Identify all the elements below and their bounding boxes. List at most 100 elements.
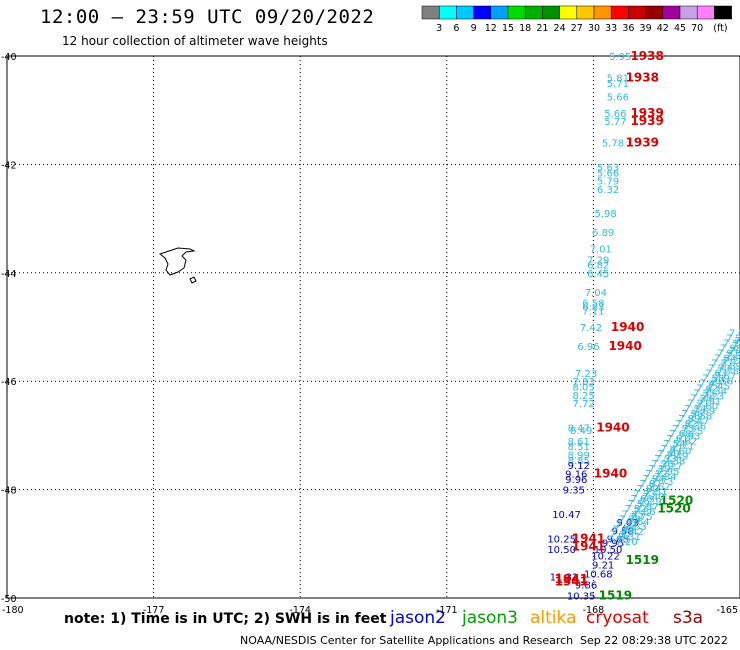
wave-height-label: 5.66 xyxy=(607,93,629,104)
legend-swatch xyxy=(473,5,492,20)
pass-time-label: 1940 xyxy=(594,466,627,480)
wave-height-label: 7.21 xyxy=(687,399,709,410)
map-frame xyxy=(6,55,740,599)
wave-height-label: 7.91 xyxy=(717,349,739,360)
legend-label: 9 xyxy=(471,23,477,34)
pass-time-label: 1519 xyxy=(599,588,632,602)
wave-height-label: 7.69 xyxy=(693,406,715,417)
pass-time-label: 1519 xyxy=(626,553,659,567)
wave-height-label: 7.40 xyxy=(642,492,664,503)
legend-label: 39 xyxy=(640,23,652,34)
wave-height-label: 8.25 xyxy=(572,391,594,402)
wave-height-label: 7.24 xyxy=(613,524,635,535)
wave-height-label: 7.80 xyxy=(696,401,718,412)
wave-height-label: 7.38 xyxy=(663,457,685,468)
legend-label: 18 xyxy=(519,23,531,34)
map-grid: -180 -177 -174 -171 -168 -165 -40 -42 -44 -46 -48 -… xyxy=(1,52,740,616)
pass-time-label: 1940 xyxy=(596,420,629,434)
legend-swatch xyxy=(696,5,715,20)
wave-height-label: 8.85 xyxy=(568,456,590,467)
wave-height-label: 7.20 xyxy=(615,537,637,548)
wave-height-label: 7.66 xyxy=(631,494,653,505)
legend-swatch xyxy=(456,5,474,20)
wave-height-label: 7.62 xyxy=(648,482,670,493)
legend-swatch xyxy=(610,5,629,20)
legend-swatch xyxy=(542,5,560,20)
wave-height-label: 8.51 xyxy=(568,442,590,453)
latitude-label: -40 xyxy=(1,52,17,63)
credit-text: NOAA/NESDIS Center for Satellite Applica… xyxy=(240,634,574,647)
legend-label: 21 xyxy=(536,23,548,34)
wave-height-label: 7.98 xyxy=(720,343,740,354)
legend-swatch xyxy=(524,5,543,20)
wave-height-label: 10.50 xyxy=(594,545,623,556)
wave-height-label: 7.56 xyxy=(702,374,724,385)
wave-height-label: 7.23 xyxy=(726,333,740,344)
legend-swatch xyxy=(662,5,681,20)
wave-height-label: 9.21 xyxy=(592,560,614,571)
legend-label: 6 xyxy=(453,23,459,34)
wave-height-label: 7.27 xyxy=(660,462,682,473)
wave-height-label: 7.21 xyxy=(723,356,740,367)
wave-height-label: 7.67 xyxy=(714,371,736,382)
footer-note: note: 1) Time is in UTC; 2) SWH is in fe… xyxy=(64,611,387,627)
wave-height-label: 5.95 xyxy=(609,52,631,63)
wave-height-label: 5.63 xyxy=(597,163,619,174)
wave-height-label: 5.71 xyxy=(607,79,629,90)
wave-height-label: 5.66 xyxy=(604,109,626,120)
wave-height-label: 7.29 xyxy=(639,497,661,508)
legend-swatch xyxy=(438,5,457,20)
longitude-label: -171 xyxy=(436,605,458,616)
wave-height-label: 8.05 xyxy=(572,383,594,394)
wave-height-label: 7.10 xyxy=(607,534,629,545)
wave-height-label: 7.16 xyxy=(723,338,740,349)
pass-time-label: 1938 xyxy=(630,49,663,63)
wave-height-label: 7.33 xyxy=(654,454,676,465)
wave-height-label: 7.97 xyxy=(636,502,658,513)
wave-height-label: 7.61 xyxy=(666,434,688,445)
wave-height-label: 7.31 xyxy=(616,519,638,530)
wave-height-label: 9.03 xyxy=(616,518,638,529)
legend-label: 30 xyxy=(588,23,600,34)
legend-label: 27 xyxy=(571,23,583,34)
wave-height-label: 5.98 xyxy=(594,209,616,220)
wave-height-label: 5.79 xyxy=(597,177,619,188)
wave-height-label: 7.83 xyxy=(572,377,594,388)
wave-height-label: 7.75 xyxy=(672,424,694,435)
wave-height-label: 7.84 xyxy=(714,354,736,365)
wave-height-label: 10.50 xyxy=(547,545,576,556)
pass-time-label: 1939 xyxy=(626,136,659,150)
wave-height-label: 7.54 xyxy=(732,341,740,352)
wave-height-label: 7.56 xyxy=(711,376,733,387)
wave-height-label: 9.16 xyxy=(565,469,587,480)
wave-height-label: 7.49 xyxy=(699,379,721,390)
wave-height-label: 10.25 xyxy=(547,534,576,545)
wave-height-label: 7.71 xyxy=(672,442,694,453)
wave-height-label: 7.72 xyxy=(572,399,594,410)
wave-height-label: 7.23 xyxy=(575,369,597,380)
wave-height-label: 8.99 xyxy=(568,450,590,461)
legend-swatch xyxy=(507,5,526,20)
pass-time-label: 1941 xyxy=(572,540,605,554)
wave-height-label: 9.96 xyxy=(565,475,587,486)
wave-height-label: 7.60 xyxy=(669,447,691,458)
wave-height-label: 7.52 xyxy=(625,504,647,515)
wave-height-label: 5.66 xyxy=(597,169,619,180)
legend-swatch xyxy=(628,5,646,20)
wave-height-label: 7.53 xyxy=(624,522,646,533)
wave-height-label: 7.96 xyxy=(681,409,703,420)
wave-height-label: 9.58 xyxy=(612,526,634,537)
wave-height-label: 11.32 xyxy=(550,572,579,583)
wave-height-label: 7.45 xyxy=(622,509,644,520)
wave-height-label: 6.82 xyxy=(587,261,609,272)
wave-height-label: 6.58 xyxy=(582,299,604,310)
wave-height-label: 6.32 xyxy=(597,185,619,196)
latitude-label: -46 xyxy=(1,377,17,388)
wave-height-label: 7.86 xyxy=(633,507,655,518)
wave-height-label: 7.42 xyxy=(621,527,643,538)
wave-height-label: 7.19 xyxy=(648,464,670,475)
wave-height-label: 9.35 xyxy=(563,486,585,497)
pass-time-label: 1941 xyxy=(555,572,588,586)
wave-height-label: 7.58 xyxy=(690,412,712,423)
wave-height-label: 7.26 xyxy=(651,459,673,470)
